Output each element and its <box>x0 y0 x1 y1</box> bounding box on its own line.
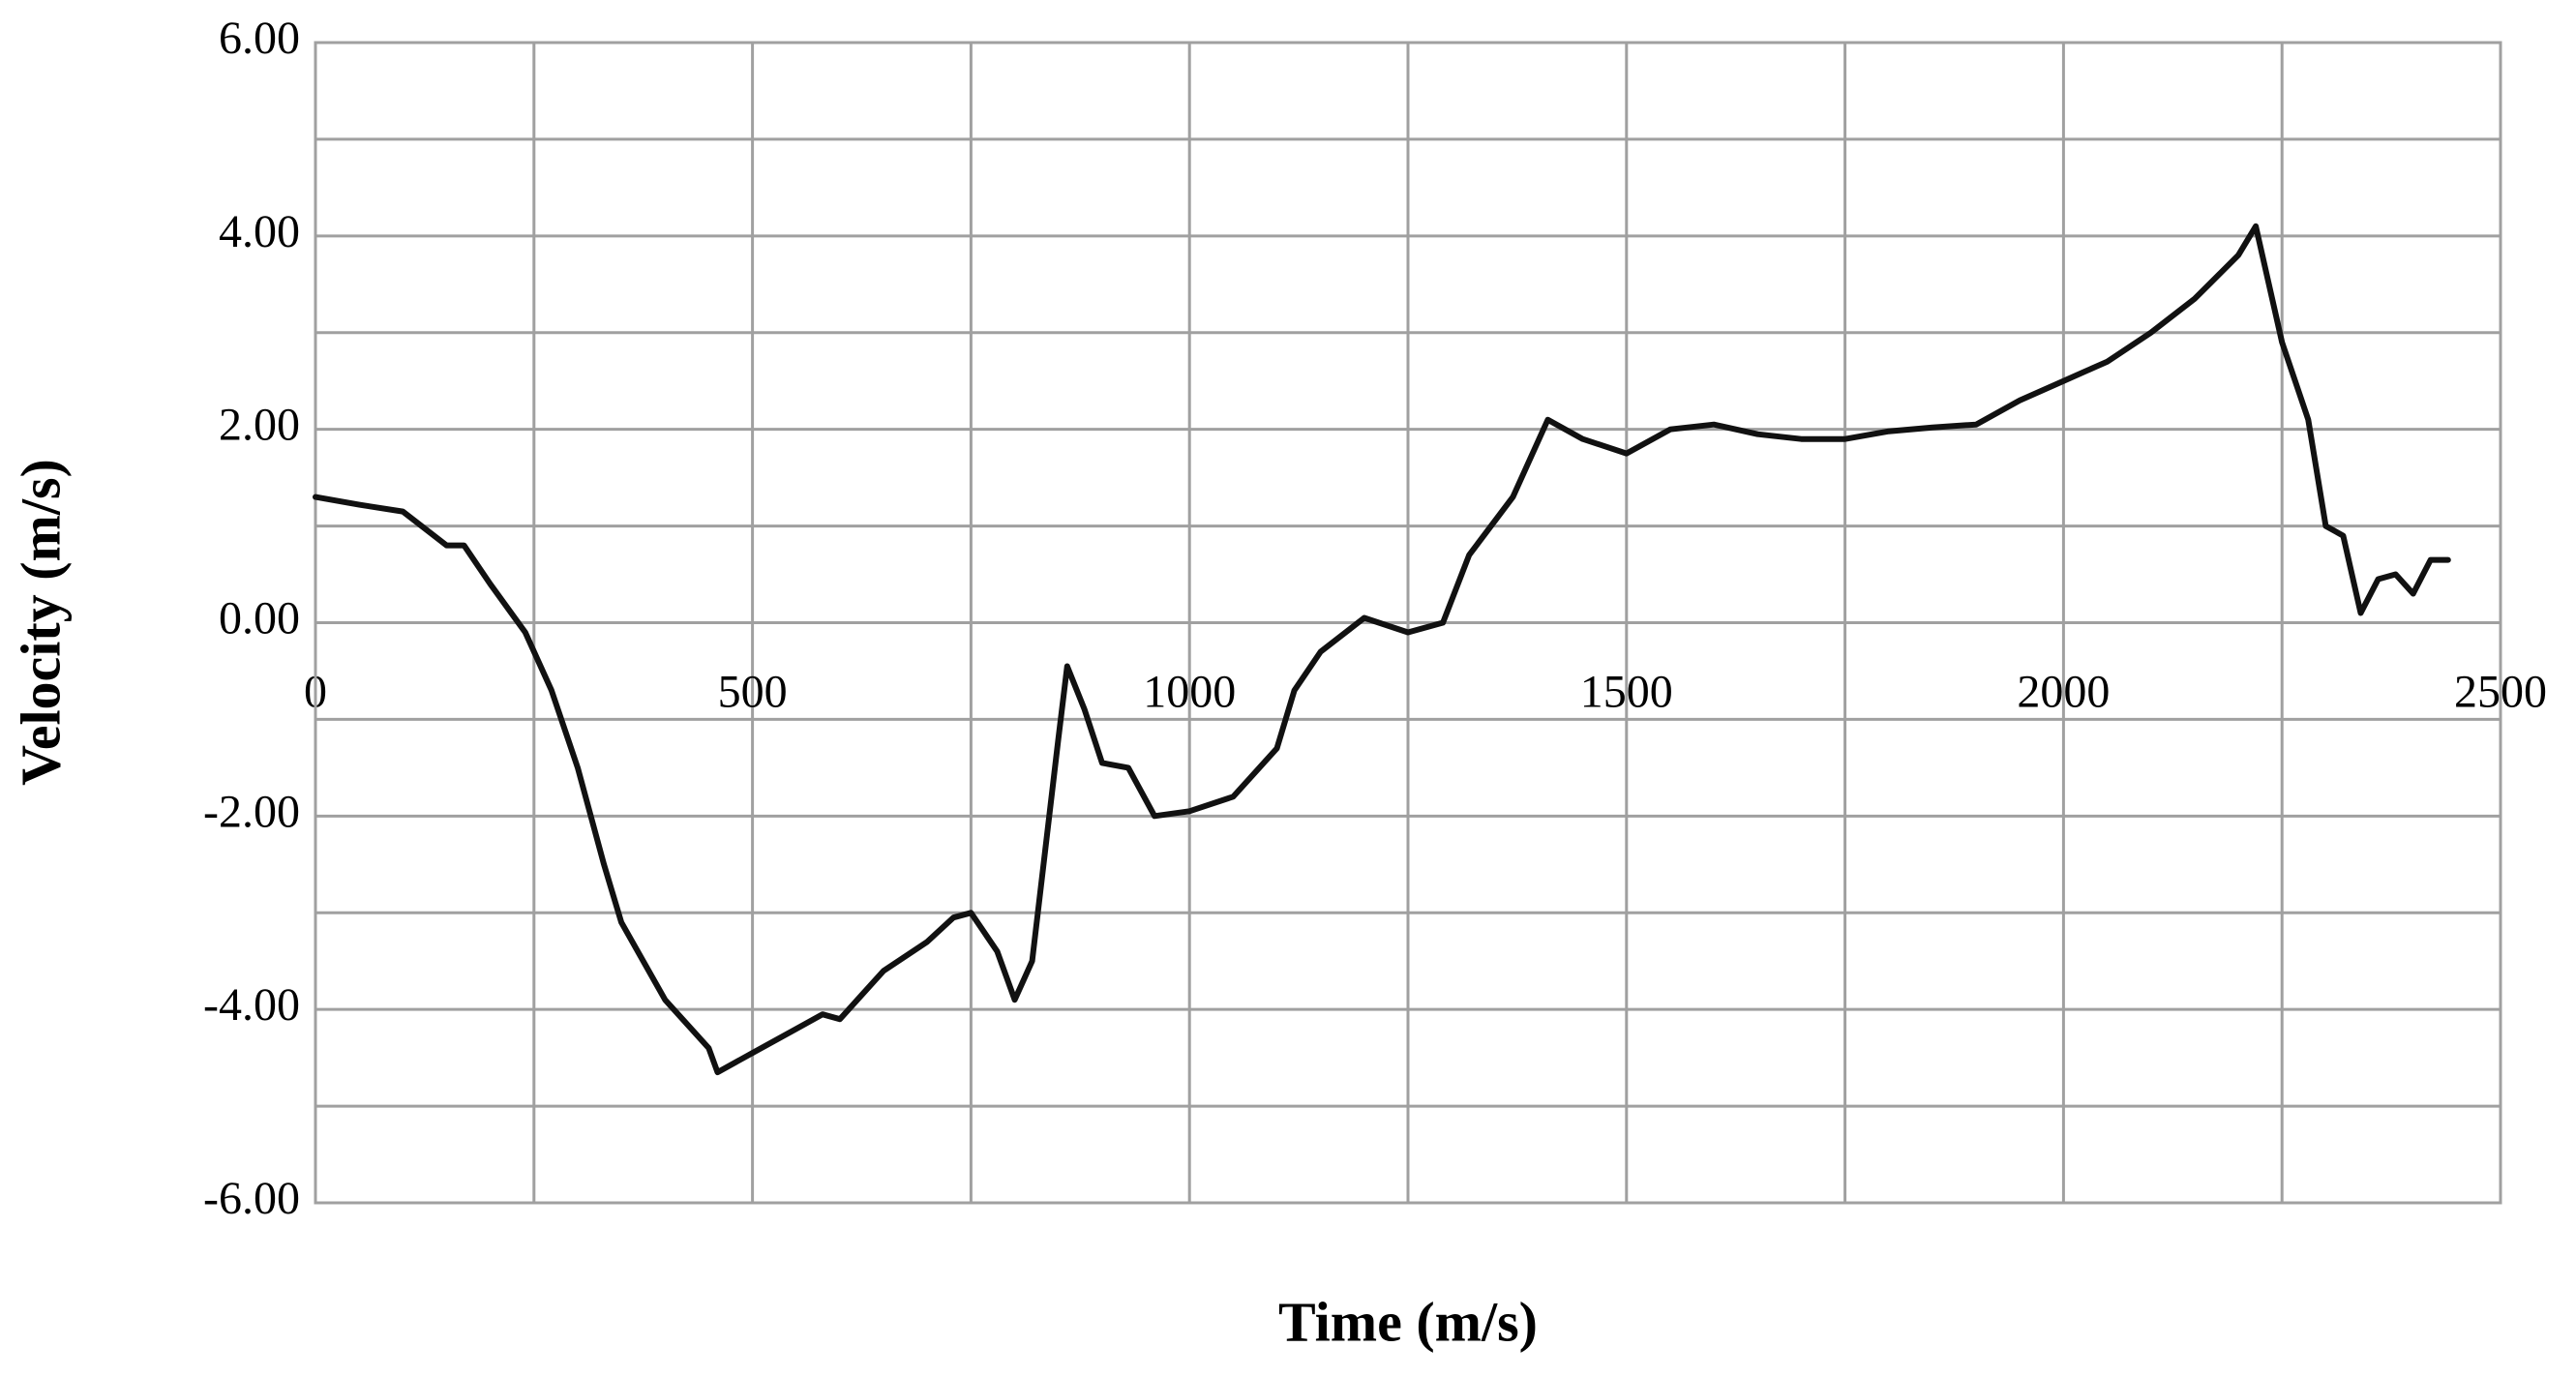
data-line <box>313 223 2451 1076</box>
x-tick-label: 1500 <box>1580 667 1673 718</box>
x-tick-label: 2000 <box>2017 667 2110 718</box>
y-axis-title: Velocity (m/s) <box>9 459 72 786</box>
x-axis-title: Time (m/s) <box>1278 1290 1538 1353</box>
y-tick-label: 6.00 <box>219 13 300 64</box>
y-tick-label: 4.00 <box>219 206 300 257</box>
y-tick-label: -2.00 <box>203 786 300 837</box>
y-tick-label: 2.00 <box>219 400 300 451</box>
y-tick-label: 0.00 <box>219 593 300 644</box>
x-tick-label: 1000 <box>1143 667 1236 718</box>
y-tick-label: -4.00 <box>203 979 300 1031</box>
y-tick-label: -6.00 <box>203 1173 300 1224</box>
x-tick-label: 500 <box>718 667 788 718</box>
plot-frame <box>314 41 2502 1205</box>
